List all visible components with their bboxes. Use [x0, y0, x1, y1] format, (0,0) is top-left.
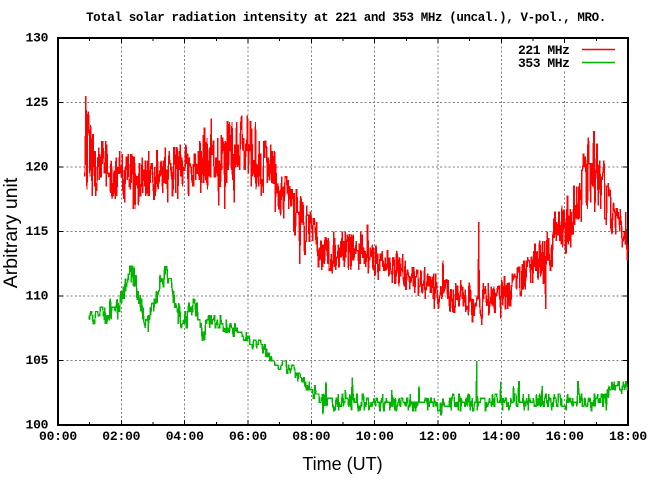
svg-text:04:00: 04:00 [166, 429, 204, 444]
svg-text:353 MHz: 353 MHz [518, 56, 569, 71]
svg-text:125: 125 [25, 95, 48, 110]
svg-text:00:00: 00:00 [39, 429, 77, 444]
svg-text:105: 105 [25, 353, 48, 368]
svg-text:Time (UT): Time (UT) [302, 454, 382, 474]
svg-text:08:00: 08:00 [292, 429, 330, 444]
svg-text:06:00: 06:00 [229, 429, 267, 444]
svg-text:02:00: 02:00 [102, 429, 140, 444]
svg-text:130: 130 [25, 31, 48, 46]
svg-text:14:00: 14:00 [482, 429, 520, 444]
svg-text:10:00: 10:00 [356, 429, 394, 444]
svg-text:12:00: 12:00 [419, 429, 457, 444]
svg-text:100: 100 [25, 418, 48, 433]
svg-text:110: 110 [25, 289, 48, 304]
svg-text:120: 120 [25, 160, 48, 175]
svg-text:18:00: 18:00 [609, 429, 647, 444]
svg-text:Total solar radiation intensit: Total solar radiation intensity at 221 a… [86, 11, 606, 25]
svg-text:115: 115 [25, 224, 48, 239]
svg-text:221 MHz: 221 MHz [518, 43, 569, 58]
svg-text:Arbitrary unit: Arbitrary unit [0, 177, 22, 288]
svg-text:16:00: 16:00 [546, 429, 584, 444]
